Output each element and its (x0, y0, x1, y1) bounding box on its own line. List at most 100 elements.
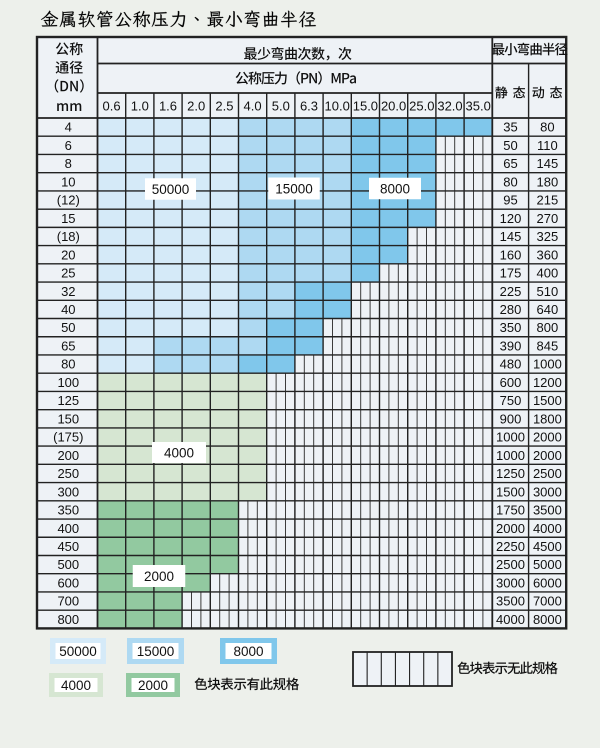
svg-text:2000: 2000 (144, 569, 174, 584)
svg-text:125: 125 (57, 393, 79, 408)
svg-text:700: 700 (57, 594, 79, 609)
svg-text:6000: 6000 (533, 575, 562, 590)
svg-text:10.0: 10.0 (325, 99, 350, 114)
svg-text:50000: 50000 (152, 182, 190, 197)
svg-text:2.5: 2.5 (215, 99, 233, 114)
svg-text:300: 300 (57, 484, 79, 499)
svg-text:15000: 15000 (137, 644, 175, 659)
svg-text:50: 50 (503, 138, 517, 153)
svg-text:1000: 1000 (496, 430, 525, 445)
svg-text:800: 800 (537, 320, 559, 335)
svg-text:1.6: 1.6 (159, 99, 177, 114)
svg-text:8000: 8000 (233, 644, 263, 659)
svg-text:25: 25 (61, 266, 75, 281)
svg-text:110: 110 (537, 138, 558, 153)
svg-text:250: 250 (57, 466, 79, 481)
svg-text:35.0: 35.0 (466, 99, 491, 114)
svg-text:1800: 1800 (533, 411, 562, 426)
svg-text:15.0: 15.0 (353, 99, 378, 114)
svg-text:360: 360 (537, 247, 559, 262)
svg-text:4500: 4500 (533, 539, 562, 554)
svg-text:6.3: 6.3 (300, 99, 318, 114)
svg-text:160: 160 (500, 247, 522, 262)
svg-text:(18): (18) (57, 229, 80, 244)
svg-text:2500: 2500 (496, 557, 525, 572)
svg-text:80: 80 (503, 174, 517, 189)
svg-text:2000: 2000 (533, 430, 562, 445)
svg-text:32.0: 32.0 (437, 99, 462, 114)
svg-text:50: 50 (61, 320, 75, 335)
svg-text:480: 480 (500, 357, 522, 372)
svg-text:270: 270 (537, 211, 559, 226)
svg-text:2000: 2000 (138, 678, 168, 693)
svg-text:1250: 1250 (496, 466, 525, 481)
svg-text:2000: 2000 (533, 448, 562, 463)
svg-text:500: 500 (57, 557, 79, 572)
svg-text:35: 35 (503, 120, 517, 135)
svg-text:40: 40 (61, 302, 75, 317)
svg-text:1750: 1750 (496, 503, 525, 518)
svg-text:390: 390 (500, 338, 522, 353)
svg-text:4000: 4000 (164, 445, 194, 460)
svg-text:1000: 1000 (496, 448, 525, 463)
svg-text:4000: 4000 (496, 612, 525, 627)
svg-text:2500: 2500 (533, 466, 562, 481)
svg-text:180: 180 (537, 174, 559, 189)
svg-text:15: 15 (61, 211, 75, 226)
svg-text:3500: 3500 (496, 594, 525, 609)
svg-text:8: 8 (65, 156, 72, 171)
svg-text:450: 450 (57, 539, 79, 554)
svg-text:400: 400 (537, 266, 559, 281)
svg-text:2250: 2250 (496, 539, 525, 554)
svg-text:4: 4 (65, 120, 72, 135)
svg-text:3000: 3000 (533, 484, 562, 499)
svg-text:120: 120 (500, 211, 522, 226)
svg-text:65: 65 (61, 338, 75, 353)
svg-text:845: 845 (537, 338, 559, 353)
svg-text:200: 200 (57, 448, 79, 463)
svg-text:8000: 8000 (533, 612, 562, 627)
svg-text:4000: 4000 (533, 521, 562, 536)
svg-text:80: 80 (61, 357, 75, 372)
svg-text:175: 175 (500, 266, 522, 281)
svg-text:600: 600 (500, 375, 522, 390)
svg-text:10: 10 (61, 174, 75, 189)
svg-text:95: 95 (503, 193, 517, 208)
svg-text:325: 325 (537, 229, 559, 244)
svg-text:400: 400 (57, 521, 79, 536)
svg-text:25.0: 25.0 (409, 99, 434, 114)
svg-text:145: 145 (537, 156, 559, 171)
svg-text:65: 65 (503, 156, 517, 171)
svg-text:80: 80 (540, 120, 554, 135)
svg-text:145: 145 (500, 229, 522, 244)
svg-text:4.0: 4.0 (244, 99, 262, 114)
svg-text:20.0: 20.0 (381, 99, 406, 114)
svg-text:3000: 3000 (496, 575, 525, 590)
svg-text:6: 6 (65, 138, 72, 153)
svg-text:280: 280 (500, 302, 522, 317)
svg-text:20: 20 (61, 247, 75, 262)
svg-text:5000: 5000 (533, 557, 562, 572)
svg-text:5.0: 5.0 (272, 99, 290, 114)
svg-text:(12): (12) (57, 193, 80, 208)
svg-text:2.0: 2.0 (187, 99, 205, 114)
svg-text:50000: 50000 (59, 644, 97, 659)
svg-text:640: 640 (537, 302, 559, 317)
svg-text:600: 600 (57, 575, 79, 590)
svg-text:225: 225 (500, 284, 522, 299)
svg-text:2000: 2000 (496, 521, 525, 536)
svg-text:3500: 3500 (533, 503, 562, 518)
svg-text:1500: 1500 (496, 484, 525, 499)
svg-text:1000: 1000 (533, 357, 562, 372)
svg-text:100: 100 (57, 375, 79, 390)
svg-text:900: 900 (500, 411, 522, 426)
svg-text:32: 32 (61, 284, 75, 299)
svg-text:8000: 8000 (380, 181, 410, 196)
svg-text:800: 800 (57, 612, 79, 627)
svg-text:750: 750 (500, 393, 522, 408)
svg-text:0.6: 0.6 (103, 99, 121, 114)
svg-text:15000: 15000 (275, 181, 313, 196)
svg-text:7000: 7000 (533, 594, 562, 609)
svg-text:(175): (175) (53, 430, 83, 445)
svg-text:1500: 1500 (533, 393, 562, 408)
